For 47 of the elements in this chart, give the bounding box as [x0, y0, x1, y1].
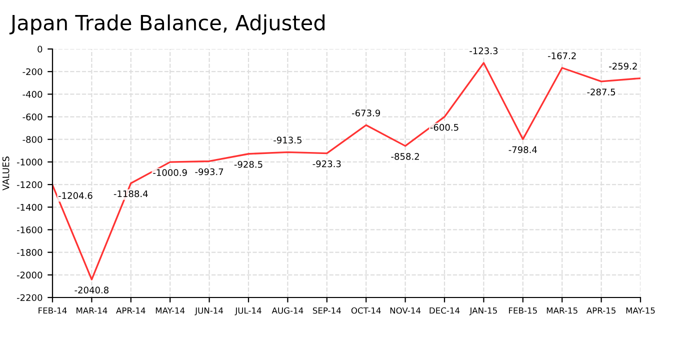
data-label: -858.2	[391, 153, 419, 160]
data-label: -123.3	[470, 47, 498, 54]
x-tick-label: FEB-15	[509, 307, 537, 314]
x-tick-label: OCT-14	[351, 307, 381, 314]
y-tick-label: -2000	[16, 272, 42, 278]
data-label: -1188.4	[114, 190, 148, 198]
x-tick-label: JUL-14	[234, 307, 262, 316]
x-tick-label: SEP-14	[312, 307, 341, 314]
data-label: -287.5	[587, 88, 616, 96]
data-label: -798.4	[508, 146, 537, 154]
data-label: -673.9	[352, 110, 380, 116]
y-tick-label: -600	[22, 114, 42, 120]
x-tick-label: MAR-14	[76, 307, 108, 314]
x-tick-label: FEB-14	[38, 307, 67, 314]
data-label: -259.2	[609, 62, 637, 70]
y-axis-title: VALUES	[2, 156, 10, 190]
data-label: -993.7	[195, 168, 224, 176]
y-tick-label: -1200	[16, 181, 42, 188]
data-label: -600.5	[430, 124, 458, 131]
x-tick-label: MAY-14	[156, 307, 185, 314]
x-tick-label: MAY-15	[626, 307, 655, 314]
y-tick-label: -1000	[16, 158, 42, 166]
data-label: -928.5	[234, 160, 262, 168]
y-tick-label: -1400	[16, 204, 42, 211]
x-tick-label: AUG-14	[272, 307, 304, 314]
x-tick-label: MAR-15	[546, 307, 578, 314]
data-label: -2040.8	[74, 286, 109, 294]
line-series	[52, 62, 640, 280]
x-tick-label: JAN-15	[469, 307, 497, 316]
x-tick-label: APR-14	[116, 307, 146, 314]
x-tick-label: NOV-14	[390, 307, 421, 314]
y-tick-label: -400	[22, 90, 42, 98]
y-tick-label: -800	[22, 136, 42, 143]
y-tick-label: -200	[22, 68, 42, 76]
y-tick-label: -1800	[16, 249, 42, 256]
data-label: -913.5	[274, 136, 302, 144]
y-tick-label: -1600	[16, 226, 42, 234]
data-label: -1204.6	[58, 192, 92, 199]
x-tick-label: APR-15	[586, 307, 616, 314]
y-tick-label: 0	[38, 46, 42, 53]
x-tick-label: DEC-14	[430, 307, 460, 314]
data-label: -167.2	[548, 52, 576, 60]
chart-title: Japan Trade Balance, Adjusted	[9, 14, 324, 35]
y-tick-label: -2200	[16, 294, 42, 302]
data-label: -923.3	[312, 160, 341, 168]
x-tick-label: JUN-14	[194, 307, 224, 316]
data-label: -1000.9	[153, 169, 187, 176]
